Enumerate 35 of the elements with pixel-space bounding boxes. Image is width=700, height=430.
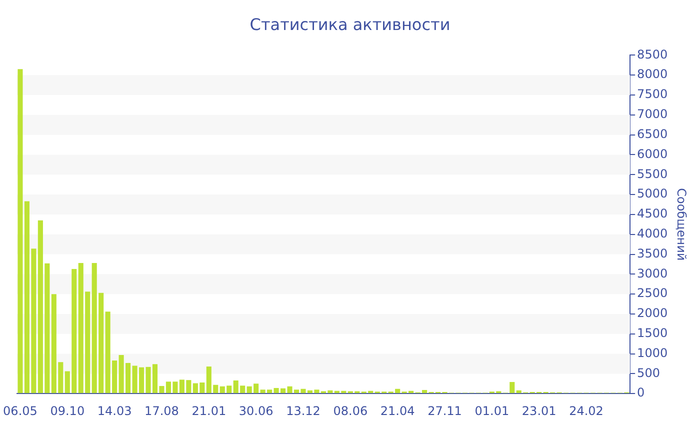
y-tick-label: 4500 <box>637 206 668 221</box>
bar <box>510 382 515 394</box>
x-tick-label: 06.05 <box>3 404 38 418</box>
y-axis-title: Сообщений <box>674 188 689 261</box>
y-tick-label: 7000 <box>637 107 668 122</box>
x-tick-label: 13.12 <box>286 404 320 418</box>
x-tick-label: 27.11 <box>428 404 462 418</box>
y-tick-label: 3500 <box>637 246 668 260</box>
x-tick-label: 24.02 <box>569 404 604 418</box>
bar <box>18 69 23 394</box>
x-tick-label: 30.06 <box>238 404 274 418</box>
x-tick-label: 01.01 <box>474 404 510 418</box>
x-tick-label: 08.06 <box>333 404 368 418</box>
y-tick-label: 6500 <box>637 126 668 141</box>
y-tick-label: 2000 <box>637 306 668 320</box>
x-tick-label: 21.01 <box>192 404 226 418</box>
y-tick-label: 6000 <box>637 146 668 161</box>
x-tick-label: 21.04 <box>380 404 415 418</box>
x-tick-label: 17.08 <box>144 404 179 418</box>
y-tick-label: 1500 <box>637 326 668 340</box>
chart-title: Статистика активности <box>250 14 450 34</box>
y-tick-label: 0 <box>637 386 645 400</box>
y-tick-label: 3000 <box>637 266 668 280</box>
y-tick-label: 8500 <box>637 47 668 62</box>
y-tick-label: 5000 <box>637 186 668 201</box>
y-tick-label: 1000 <box>637 346 668 360</box>
x-tick-label: 23.01 <box>522 404 556 418</box>
x-tick-label: 09.10 <box>50 404 85 418</box>
y-tick-label: 4000 <box>637 226 668 240</box>
y-tick-label: 8000 <box>637 67 668 82</box>
y-tick-label: 500 <box>637 366 660 380</box>
y-tick-label: 5500 <box>637 166 668 181</box>
y-tick-label: 2500 <box>637 286 668 300</box>
x-tick-label: 14.03 <box>97 404 132 418</box>
y-tick-label: 7500 <box>637 87 668 102</box>
